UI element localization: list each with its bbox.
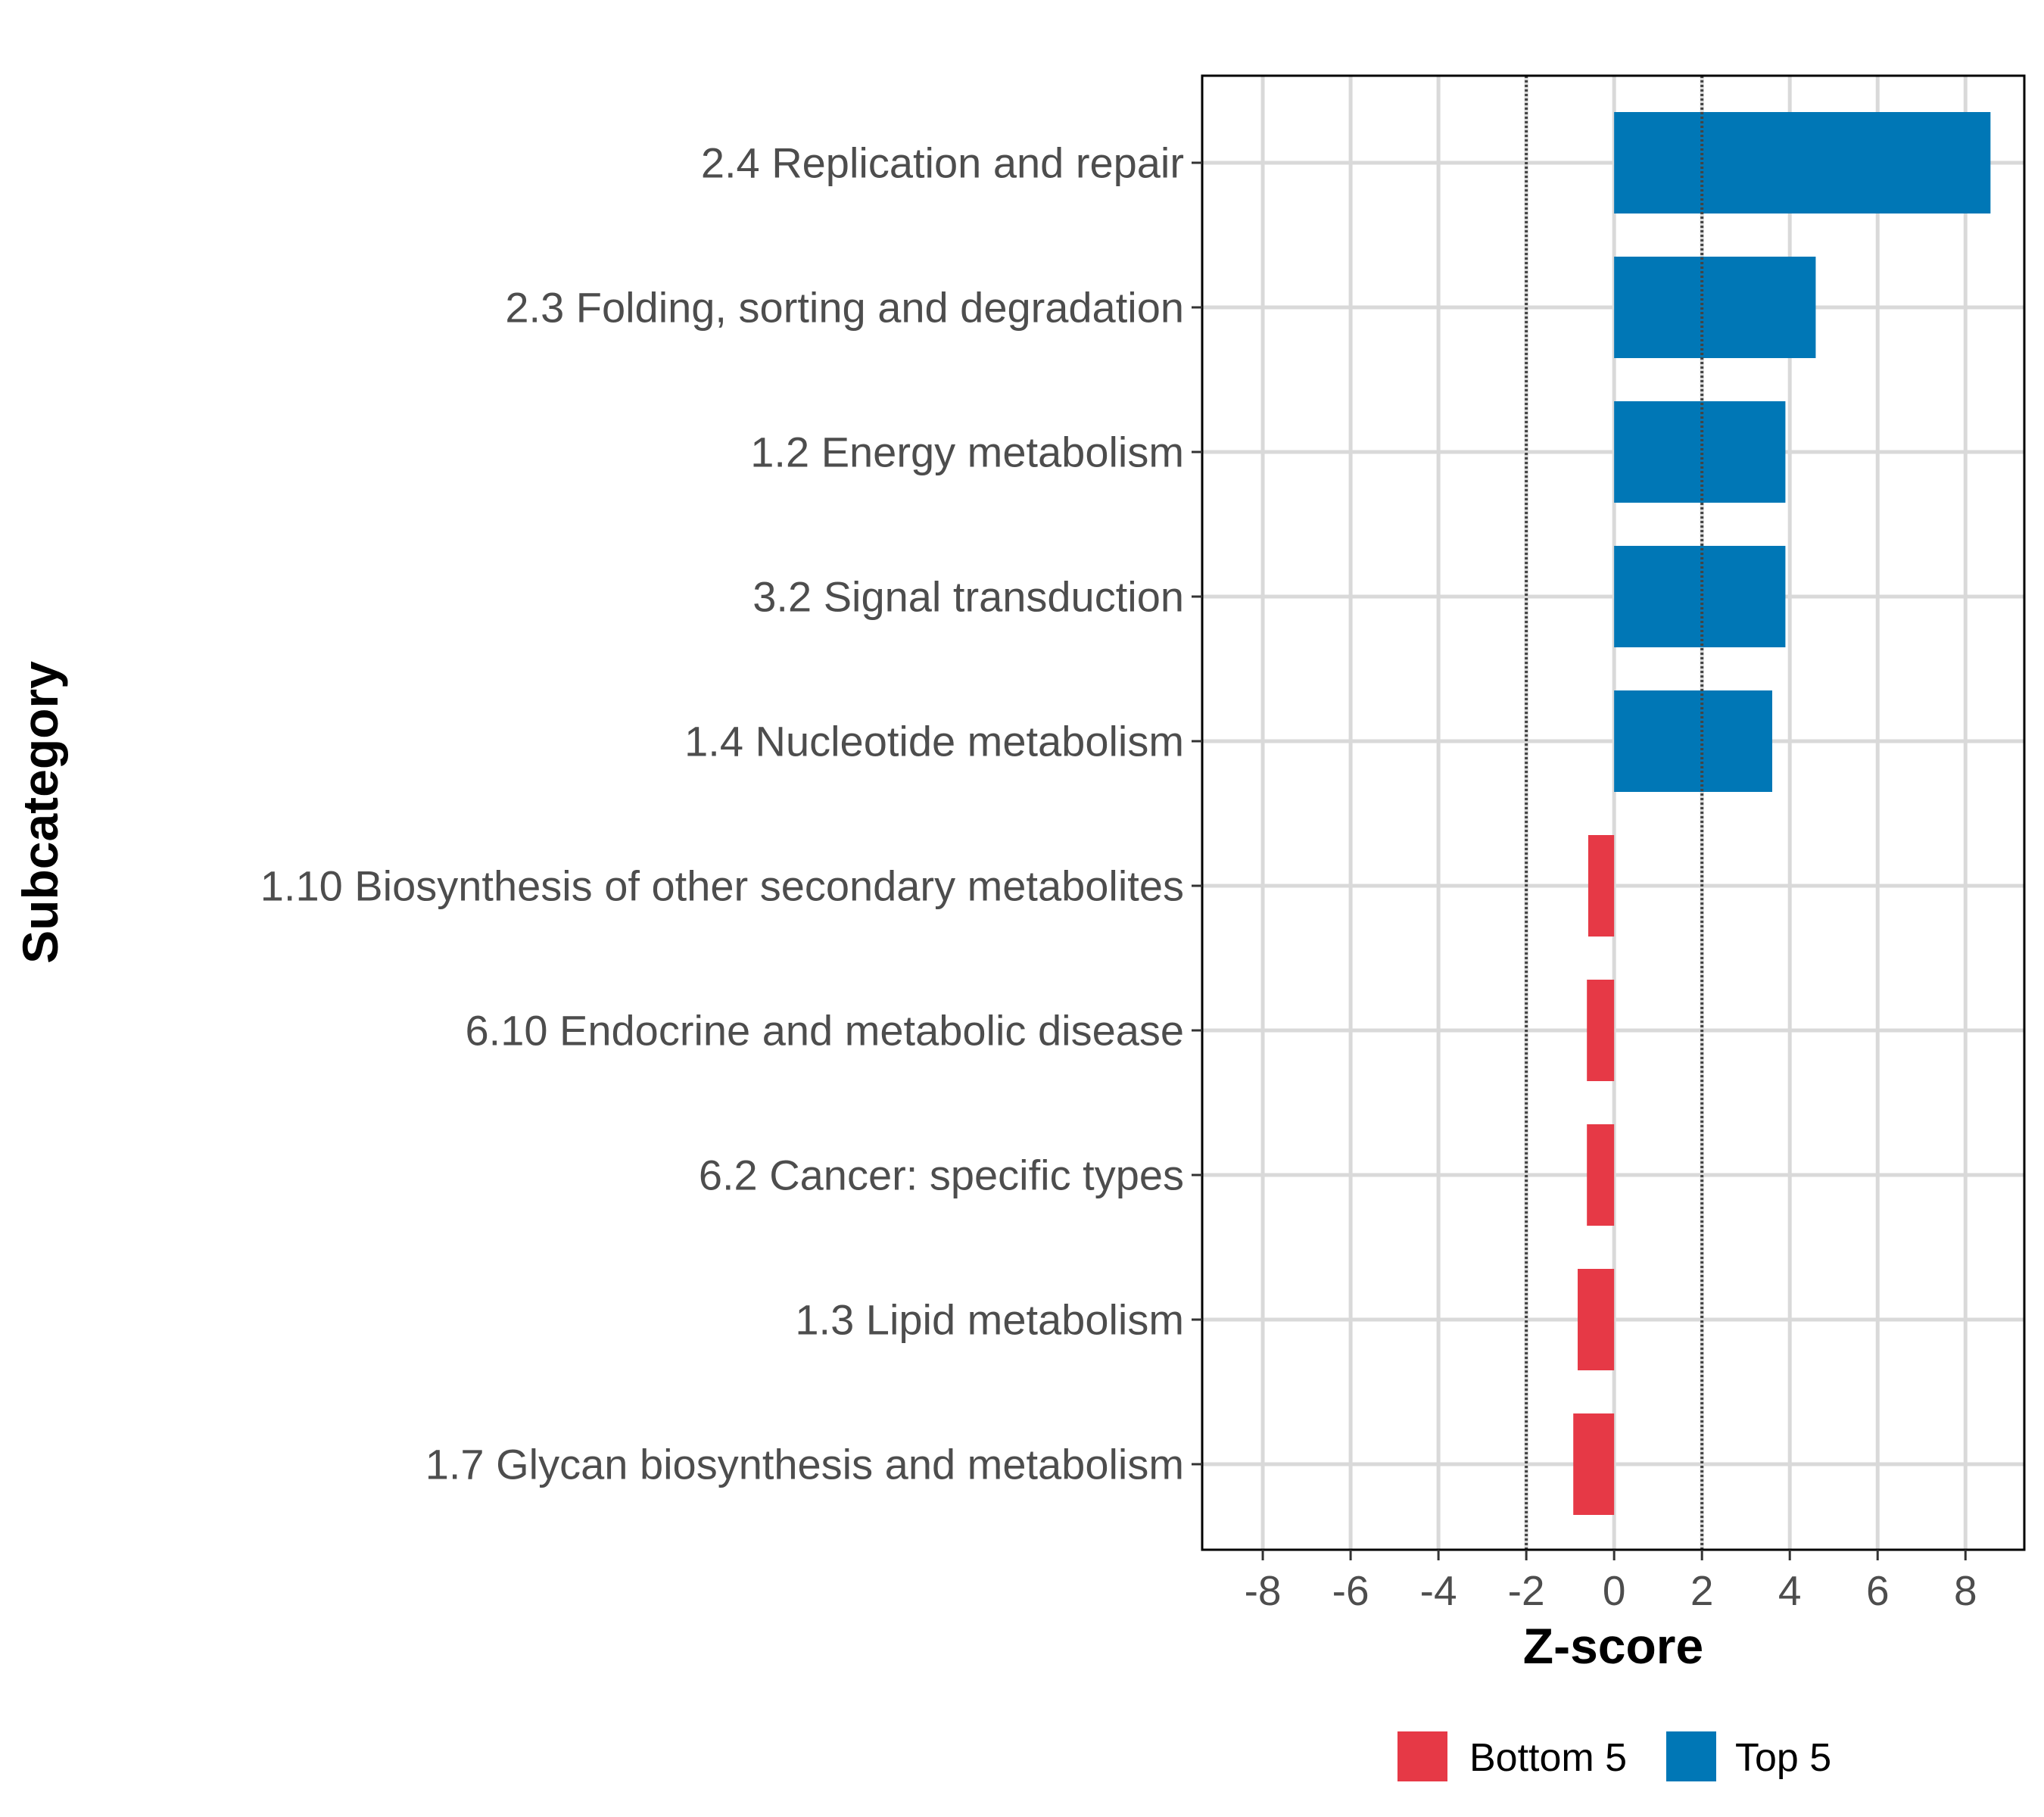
y-tick-label: 1.4 Nucleotide metabolism <box>684 718 1184 765</box>
bar <box>1614 690 1773 792</box>
bar <box>1588 835 1615 937</box>
bar <box>1578 1269 1615 1370</box>
bar <box>1587 1124 1615 1226</box>
y-axis-title: Subcategory <box>12 661 68 964</box>
y-tick-label: 1.10 Biosynthesis of other secondary met… <box>260 862 1184 910</box>
x-tick-label: -2 <box>1508 1567 1545 1614</box>
bar <box>1587 980 1615 1081</box>
y-tick-label: 2.4 Replication and repair <box>701 139 1184 187</box>
x-tick-label: -4 <box>1420 1567 1457 1614</box>
x-tick-label: 6 <box>1866 1567 1890 1614</box>
bar <box>1614 257 1816 358</box>
y-tick-label: 1.3 Lipid metabolism <box>795 1296 1184 1344</box>
x-tick-labels: -8 -6 -4 -2 0 2 4 6 8 <box>1245 1550 1977 1614</box>
legend: Bottom 5 Top 5 <box>1397 1731 1831 1781</box>
y-tick-label: 6.10 Endocrine and metabolic disease <box>465 1007 1184 1055</box>
reference-lines <box>1525 76 1704 1550</box>
legend-label-top5: Top 5 <box>1735 1736 1831 1780</box>
bar <box>1614 401 1786 503</box>
y-tick-label: 1.2 Energy metabolism <box>750 429 1184 476</box>
x-tick-label: 0 <box>1603 1567 1626 1614</box>
x-tick-label: 2 <box>1690 1567 1714 1614</box>
y-tick-label: 6.2 Cancer: specific types <box>699 1152 1184 1199</box>
y-tick-label: 3.2 Signal transduction <box>752 573 1184 621</box>
bar <box>1614 546 1786 647</box>
x-tick-label: -6 <box>1332 1567 1369 1614</box>
x-tick-label: 8 <box>1954 1567 1977 1614</box>
x-tick-label: -8 <box>1245 1567 1282 1614</box>
bars <box>1573 112 1991 1515</box>
legend-label-bottom5: Bottom 5 <box>1469 1736 1627 1780</box>
x-axis-title: Z-score <box>1523 1618 1703 1674</box>
x-tick-label: 4 <box>1778 1567 1802 1614</box>
bar <box>1614 112 1991 213</box>
legend-key-top5 <box>1666 1731 1716 1781</box>
y-tick-label: 2.3 Folding, sorting and degradation <box>505 284 1184 332</box>
y-tick-labels: 2.4 Replication and repair 2.3 Folding, s… <box>260 139 1202 1488</box>
legend-key-bottom5 <box>1397 1731 1447 1781</box>
bar <box>1573 1413 1615 1515</box>
y-tick-label: 1.7 Glycan biosynthesis and metabolism <box>425 1441 1184 1488</box>
